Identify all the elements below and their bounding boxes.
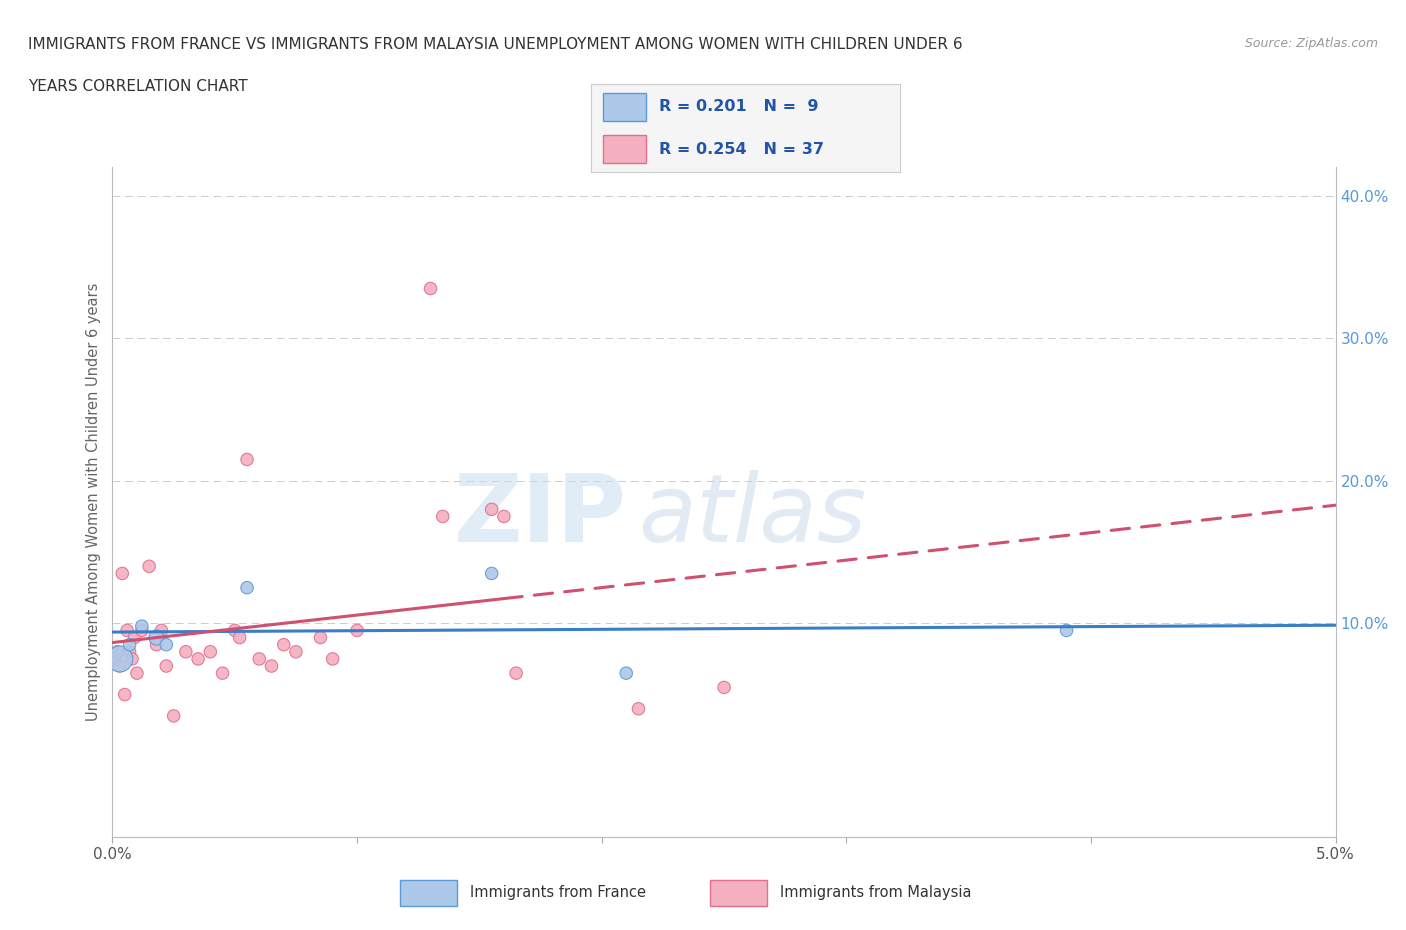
Point	[118, 644, 141, 659]
Bar	[401, 880, 457, 906]
Point	[131, 618, 153, 633]
Point	[481, 566, 503, 581]
Text: Source: ZipAtlas.com: Source: ZipAtlas.com	[1244, 37, 1378, 50]
Point	[131, 623, 153, 638]
Bar	[603, 93, 647, 121]
Text: Immigrants from Malaysia: Immigrants from Malaysia	[779, 885, 972, 900]
Point	[150, 623, 173, 638]
Point	[1056, 623, 1078, 638]
Text: atlas: atlas	[638, 470, 866, 561]
Point	[200, 644, 222, 659]
Bar	[603, 135, 647, 164]
Point	[104, 652, 127, 667]
Point	[627, 701, 650, 716]
Y-axis label: Unemployment Among Women with Children Under 6 years: Unemployment Among Women with Children U…	[86, 283, 101, 722]
Point	[228, 631, 250, 645]
Text: ZIP: ZIP	[453, 470, 626, 562]
Point	[481, 502, 503, 517]
Point	[505, 666, 527, 681]
Point	[419, 281, 441, 296]
Point	[236, 580, 259, 595]
Point	[211, 666, 233, 681]
Point	[346, 623, 368, 638]
Text: YEARS CORRELATION CHART: YEARS CORRELATION CHART	[28, 79, 247, 94]
Text: Immigrants from France: Immigrants from France	[470, 885, 645, 900]
Point	[145, 637, 167, 652]
Point	[114, 687, 136, 702]
Point	[309, 631, 332, 645]
Point	[124, 631, 146, 645]
Point	[108, 652, 131, 667]
Point	[614, 666, 637, 681]
Point	[125, 666, 148, 681]
Point	[155, 658, 177, 673]
Point	[247, 652, 270, 667]
Point	[187, 652, 209, 667]
Point	[322, 652, 344, 667]
Point	[163, 709, 186, 724]
Point	[236, 452, 259, 467]
Point	[155, 637, 177, 652]
Point	[105, 644, 128, 659]
Point	[115, 623, 138, 638]
Point	[108, 658, 131, 673]
Point	[118, 637, 141, 652]
Point	[174, 644, 197, 659]
Point	[432, 509, 454, 524]
Point	[284, 644, 308, 659]
Point	[224, 623, 246, 638]
Text: R = 0.254   N = 37: R = 0.254 N = 37	[658, 141, 824, 156]
Point	[138, 559, 160, 574]
Text: IMMIGRANTS FROM FRANCE VS IMMIGRANTS FROM MALAYSIA UNEMPLOYMENT AMONG WOMEN WITH: IMMIGRANTS FROM FRANCE VS IMMIGRANTS FRO…	[28, 37, 963, 52]
Point	[492, 509, 515, 524]
Point	[145, 631, 167, 645]
Point	[111, 566, 134, 581]
Point	[121, 652, 143, 667]
Bar	[710, 880, 768, 906]
Point	[260, 658, 283, 673]
Text: R = 0.201   N =  9: R = 0.201 N = 9	[658, 100, 818, 114]
Point	[713, 680, 735, 695]
Point	[273, 637, 295, 652]
